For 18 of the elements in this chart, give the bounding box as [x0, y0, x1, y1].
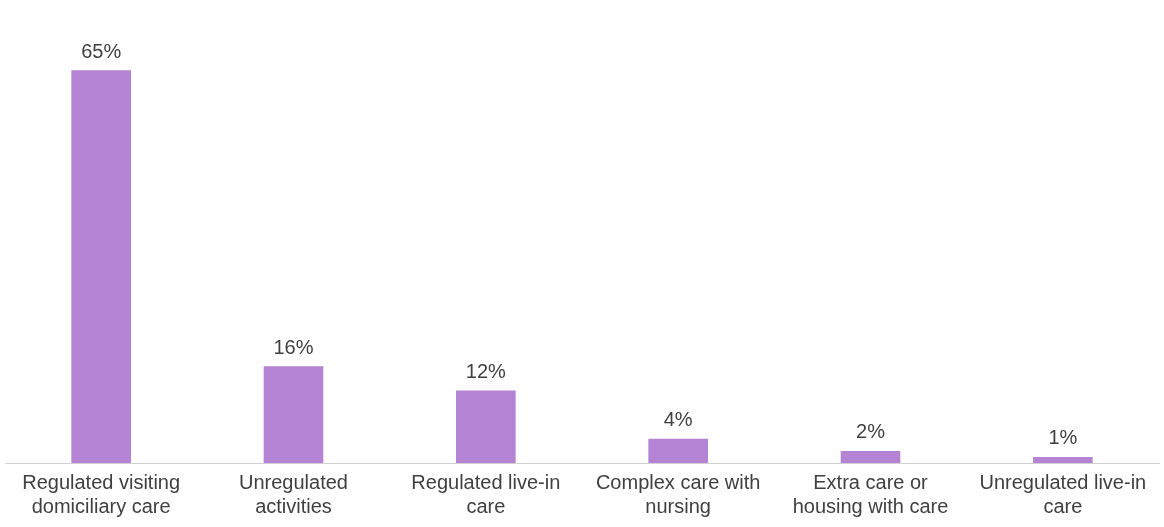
- bar: [1033, 456, 1093, 463]
- bar: [456, 390, 516, 463]
- x-tick-label: Unregulated live-in care: [979, 470, 1147, 517]
- bar: [263, 366, 324, 463]
- bar: [840, 450, 901, 463]
- x-tick-label: Unregulated activities: [239, 470, 348, 517]
- data-label: 4%: [663, 408, 693, 431]
- data-label: 16%: [273, 335, 314, 358]
- data-label: 1%: [1048, 426, 1078, 449]
- x-tick-label: Regulated live-in care: [411, 470, 561, 517]
- bar: [71, 70, 131, 463]
- x-tick-label: Regulated visiting domiciliary care: [22, 470, 181, 517]
- data-label: 65%: [81, 39, 122, 62]
- bar: [648, 438, 708, 463]
- x-tick-label: Extra care or housing with care: [792, 470, 949, 517]
- data-label: 2%: [856, 420, 886, 443]
- x-tick-label: Complex care with nursing: [595, 470, 761, 517]
- data-label: 12%: [465, 360, 507, 382]
